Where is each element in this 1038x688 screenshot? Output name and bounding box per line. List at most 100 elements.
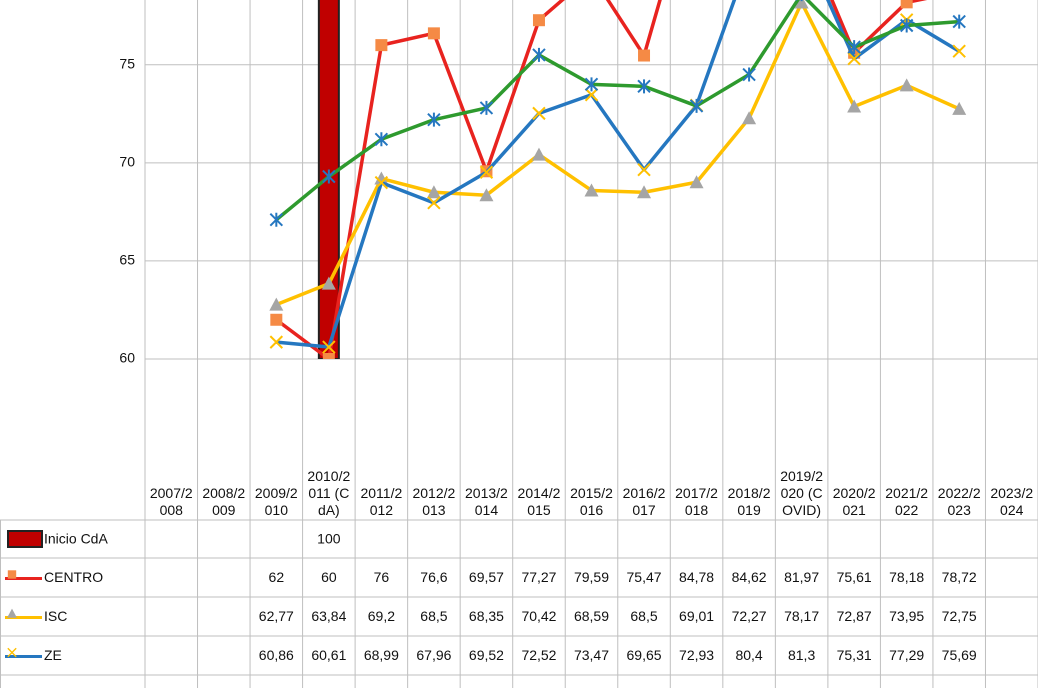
marker	[532, 47, 546, 62]
table-value: 78,17	[784, 608, 819, 624]
x-tick-label: 2011/2012	[360, 485, 403, 518]
marker	[899, 18, 914, 33]
x-tick-label-box: 2007/2008	[149, 485, 193, 518]
x-tick-label-box: 2008/2009	[202, 485, 246, 518]
table-value: 77,29	[889, 647, 924, 663]
x-tick-label: 2021/2022	[885, 485, 929, 518]
marker	[847, 51, 861, 66]
marker	[374, 175, 389, 190]
table-value: 60,86	[259, 647, 294, 663]
table-value: 77,27	[521, 569, 556, 585]
marker	[847, 99, 862, 113]
line	[275, 0, 928, 359]
x-tick-label: 2013/2014	[465, 485, 508, 518]
marker	[427, 27, 440, 40]
plot-area	[269, 0, 967, 359]
marker	[742, 111, 757, 125]
marker	[479, 188, 494, 202]
table-value: 68,35	[469, 608, 504, 624]
x-tick-label: 2007/2008	[149, 485, 193, 518]
marker	[270, 313, 283, 326]
table-value: 76	[374, 569, 390, 585]
table-value: 84,62	[732, 569, 767, 585]
x-tick-label: 2008/2009	[202, 485, 246, 518]
x-tick-label: 2022/2023	[937, 485, 981, 518]
x-tick-label: 2012/2013	[412, 485, 456, 518]
legend-marker	[7, 647, 17, 658]
table-value: 81,3	[788, 647, 815, 663]
marker	[952, 44, 966, 58]
table-value: 72,27	[732, 608, 767, 624]
marker	[900, 0, 913, 9]
x-tick-label-box: 2019/2020 (COVID)	[780, 468, 824, 518]
marker	[269, 212, 284, 227]
table-value: 60	[321, 569, 337, 585]
x-tick-label: 2014/2015	[517, 485, 561, 518]
x-tick-label-box: 2010/2011 (CdA)	[307, 468, 351, 518]
table-value: 62,77	[259, 608, 294, 624]
marker	[374, 171, 389, 185]
legend-marker	[7, 608, 17, 618]
marker	[638, 49, 651, 62]
legend-marker	[7, 608, 17, 618]
table-value: 68,99	[364, 647, 399, 663]
table-value: 84,78	[679, 569, 714, 585]
marker	[689, 98, 704, 113]
x-tick-label-box: 2012/2013	[412, 485, 456, 518]
table-value: 81,97	[784, 569, 819, 585]
table-value: 78,18	[889, 569, 924, 585]
x-tick-label-box: 2016/2017	[622, 485, 666, 518]
marker	[637, 185, 652, 199]
legend-marker	[7, 570, 17, 579]
table-value: 73,47	[574, 647, 609, 663]
x-tick-label: 2009/2010	[254, 485, 298, 518]
table-value: 73,95	[889, 608, 924, 624]
x-tick-label: 2018/2019	[727, 485, 771, 518]
marker	[374, 132, 389, 147]
legend-marker	[7, 647, 17, 658]
x-tick-label: 2023/2024	[990, 485, 1034, 518]
x-tick-label: 2019/2020 (COVID)	[780, 468, 824, 518]
table-value: 80,4	[735, 647, 762, 663]
marker	[637, 79, 651, 94]
marker	[532, 14, 545, 27]
table-value: 69,2	[368, 608, 395, 624]
x-tick-label-box: 2009/2010	[254, 485, 298, 518]
x-tick-label-box: 2022/2023	[937, 485, 981, 518]
marker	[952, 101, 967, 115]
y-tick-label: 60	[119, 350, 135, 366]
legend-key	[7, 530, 43, 548]
x-tick-label-box: 2011/2012	[360, 485, 403, 518]
x-tick-label: 2010/2011 (CdA)	[307, 468, 351, 518]
x-tick-label-box: 2020/2021	[833, 485, 876, 518]
marker	[637, 162, 651, 177]
table-value: 75,47	[627, 569, 662, 585]
x-tick-label-box: 2013/2014	[465, 485, 508, 518]
line	[275, 0, 960, 307]
marker	[847, 40, 861, 55]
table-value: 76,6	[420, 569, 447, 585]
marker	[531, 147, 546, 161]
marker	[532, 106, 546, 121]
table-value: 68,5	[630, 608, 657, 624]
line	[275, 0, 960, 222]
y-tick-label: 75	[119, 55, 135, 71]
marker	[899, 78, 914, 92]
x-tick-label: 2017/2018	[675, 485, 718, 518]
marker	[269, 297, 284, 311]
marker	[322, 169, 336, 184]
x-tick-label-box: 2023/2024	[990, 485, 1034, 518]
marker	[426, 185, 441, 199]
marker	[427, 112, 441, 127]
x-tick-label-box: 2014/2015	[517, 485, 561, 518]
table-value: 60,61	[311, 647, 346, 663]
marker	[584, 77, 599, 92]
marker	[689, 175, 704, 189]
table-value: 75,69	[942, 647, 977, 663]
marker	[269, 335, 284, 349]
marker	[321, 276, 336, 290]
x-tick-label: 2016/2017	[622, 485, 666, 518]
legend-label: ISC	[44, 608, 67, 624]
marker	[479, 165, 494, 179]
table-value: 68,59	[574, 608, 609, 624]
